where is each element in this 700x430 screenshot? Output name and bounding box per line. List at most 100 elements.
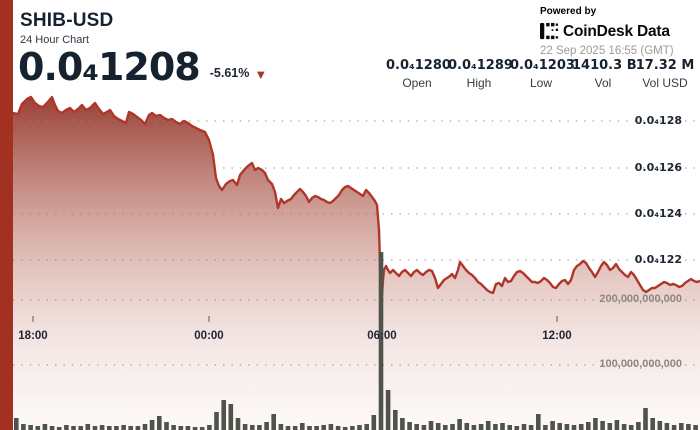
- powered-by-label: Powered by: [540, 6, 597, 17]
- volume-bar: [507, 425, 512, 430]
- volume-bar: [628, 425, 634, 430]
- volume-bar: [21, 424, 26, 430]
- volume-bar: [450, 424, 455, 430]
- volume-bar: [71, 426, 76, 430]
- volume-bar: [428, 421, 434, 430]
- price-axis-label: 0.0₄126: [634, 161, 682, 174]
- brand-logo[interactable]: CoinDesk Data: [540, 22, 674, 41]
- left-accent-strip: [0, 0, 13, 430]
- area-fill: [13, 97, 700, 430]
- volume-bar: [414, 424, 419, 430]
- low-label: Low: [529, 76, 552, 90]
- volume-bar: [285, 426, 291, 430]
- volume-bar: [457, 419, 462, 430]
- volume-bar: [621, 424, 627, 430]
- stat-low: 0.0₄1203 Low: [510, 58, 575, 90]
- volume-bar: [500, 423, 505, 430]
- volume-bar: [42, 424, 48, 430]
- low-value: 0.0₄1203: [510, 58, 575, 73]
- volume-bar: [99, 425, 105, 430]
- volume-bar: [292, 426, 298, 430]
- volume-bar: [607, 423, 613, 430]
- volume-bar: [385, 390, 391, 430]
- volume-bar: [221, 400, 226, 430]
- volume-bar: [142, 424, 148, 430]
- volume-bar: [335, 426, 341, 430]
- volume-bar: [271, 414, 276, 430]
- high-value: 0.0₄1289: [448, 58, 513, 73]
- volume-bar: [128, 426, 133, 430]
- volume-bar: [400, 418, 405, 430]
- current-price: 0.0₄1208: [18, 45, 201, 89]
- volume-bar: [92, 426, 98, 430]
- volume-bar: [586, 422, 591, 430]
- price-axis-label: 0.0₄124: [634, 207, 682, 220]
- volume-bar: [314, 426, 319, 430]
- volume-bar: [192, 427, 198, 430]
- volume-bar: [443, 425, 448, 430]
- brand-block: Powered by CoinDesk Data 22 Sep 2025 16:…: [540, 6, 674, 57]
- volume-bar: [199, 427, 205, 430]
- volume-axis-label: 100,000,000,000: [599, 358, 682, 370]
- volume-usd-value: 17.32 M: [635, 58, 695, 73]
- volume-bar: [464, 423, 470, 430]
- volume-bar: [686, 424, 691, 430]
- chart-subtitle: 24 Hour Chart: [20, 34, 90, 46]
- time-axis-label: 12:00: [542, 330, 572, 342]
- volume-bar: [185, 426, 191, 430]
- volume-axis-label: 200,000,000,000: [599, 293, 682, 305]
- price-change-percent: -5.61%: [209, 66, 250, 80]
- volume-bar: [207, 425, 212, 430]
- volume-bar: [364, 424, 369, 430]
- gridlines: [13, 120, 700, 366]
- volume-bars: [14, 252, 698, 430]
- coindesk-logo-icon: [540, 22, 559, 40]
- time-axis-label: 06:00: [367, 330, 397, 342]
- price-line: [11, 95, 700, 297]
- volume-bar: [14, 418, 19, 430]
- volume-bar: [350, 426, 355, 430]
- volume-bar: [228, 404, 234, 430]
- volume-bar: [578, 424, 584, 430]
- volume-bar: [114, 426, 119, 430]
- price-axis-label: 0.0₄128: [634, 114, 682, 127]
- volume-bar: [357, 425, 362, 430]
- volume-bar: [250, 425, 255, 430]
- ohlc-stats-row: 0.0₄1280 Open 0.0₄1289 High 0.0₄1203 Low…: [386, 58, 696, 90]
- volume-bar: [679, 423, 684, 430]
- volume-bar: [600, 421, 605, 430]
- volume-bar: [264, 422, 269, 430]
- volume-usd-label: Vol USD: [642, 76, 688, 90]
- volume-bar: [528, 425, 534, 430]
- volume-bar: [235, 418, 241, 430]
- open-label: Open: [402, 76, 432, 90]
- volume-bar: [521, 424, 527, 430]
- volume-bar: [550, 421, 555, 430]
- volume-bar: [214, 412, 219, 430]
- volume-bar: [49, 426, 55, 430]
- volume-bar: [378, 252, 384, 430]
- volume-bar: [536, 414, 541, 430]
- volume-bar: [478, 424, 484, 430]
- volume-bar: [664, 423, 670, 430]
- volume-bar: [300, 423, 305, 430]
- page-title: SHIB-USD: [20, 10, 114, 31]
- volume-bar: [107, 426, 112, 430]
- volume-bar: [435, 423, 441, 430]
- quote-timestamp: 22 Sep 2025 16:55 (GMT): [540, 45, 674, 57]
- volume-label: Vol: [594, 76, 612, 90]
- brand-name: CoinDesk Data: [563, 22, 670, 40]
- volume-bar: [543, 425, 548, 430]
- volume-bar: [56, 427, 62, 430]
- volume-bar: [121, 425, 126, 430]
- volume-bar: [371, 415, 377, 430]
- open-value: 0.0₄1280: [386, 58, 451, 73]
- volume-bar: [593, 418, 598, 430]
- volume-bar: [78, 426, 83, 430]
- volume-bar: [564, 424, 570, 430]
- volume-bar: [514, 426, 520, 430]
- title-block: SHIB-USD 24 Hour Chart: [20, 10, 113, 46]
- stat-high: 0.0₄1289 High: [448, 58, 513, 90]
